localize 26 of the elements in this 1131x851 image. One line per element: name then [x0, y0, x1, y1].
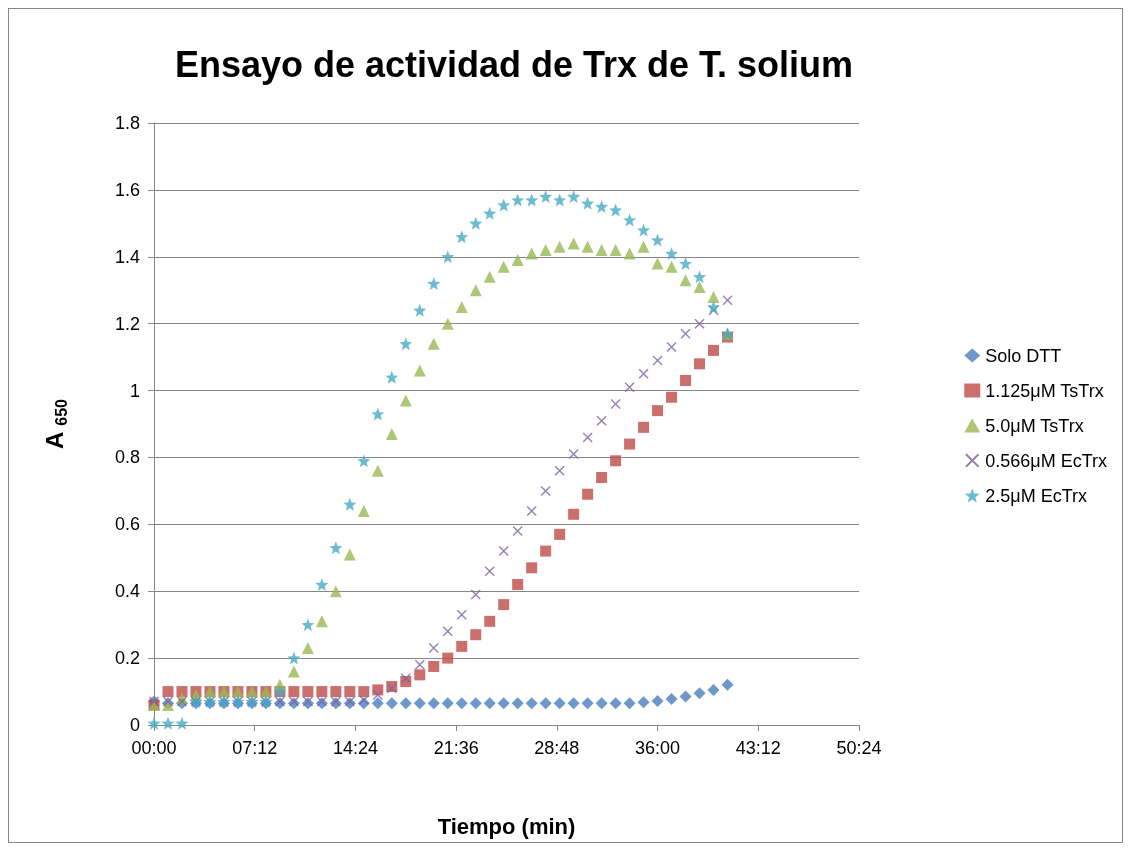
y-tick-label: 0 [129, 715, 140, 735]
x-tick-label: 50:24 [836, 738, 882, 758]
legend-label: 5.0μM TsTrx [985, 415, 1084, 436]
x-tick-label: 36:00 [635, 738, 681, 758]
y-tick-label: 0.2 [114, 648, 140, 669]
x-tick-label: 21:36 [433, 738, 479, 758]
legend-label: 2.5μM EcTrx [985, 485, 1087, 506]
y-tick-label: 0.4 [114, 581, 140, 602]
x-tick-label: 07:12 [232, 738, 278, 758]
x-tick-label: 28:48 [534, 738, 580, 758]
legend-label: 0.566μM EcTrx [985, 450, 1108, 471]
y-tick-label: 0.6 [114, 514, 140, 535]
y-tick-label: 1.8 [114, 113, 140, 133]
x-tick-label: 14:24 [332, 738, 378, 758]
x-axis-title: Tiempo (min) [437, 813, 576, 839]
y-tick-label: 1.6 [114, 179, 140, 200]
y-tick-label: 1.4 [114, 246, 140, 267]
chart-title: Ensayo de actividad de Trx de T. solium [174, 43, 854, 85]
y-tick-label: 1 [129, 380, 140, 401]
legend-label: 1.125μM TsTrx [985, 380, 1104, 401]
y-axis-title: A650 [40, 398, 70, 450]
x-tick-label: 43:12 [735, 738, 781, 758]
y-tick-label: 0.8 [114, 447, 140, 468]
y-tick-label: 1.2 [114, 313, 140, 334]
x-tick-label: 00:00 [131, 738, 177, 758]
legend-label: Solo DTT [985, 345, 1062, 366]
